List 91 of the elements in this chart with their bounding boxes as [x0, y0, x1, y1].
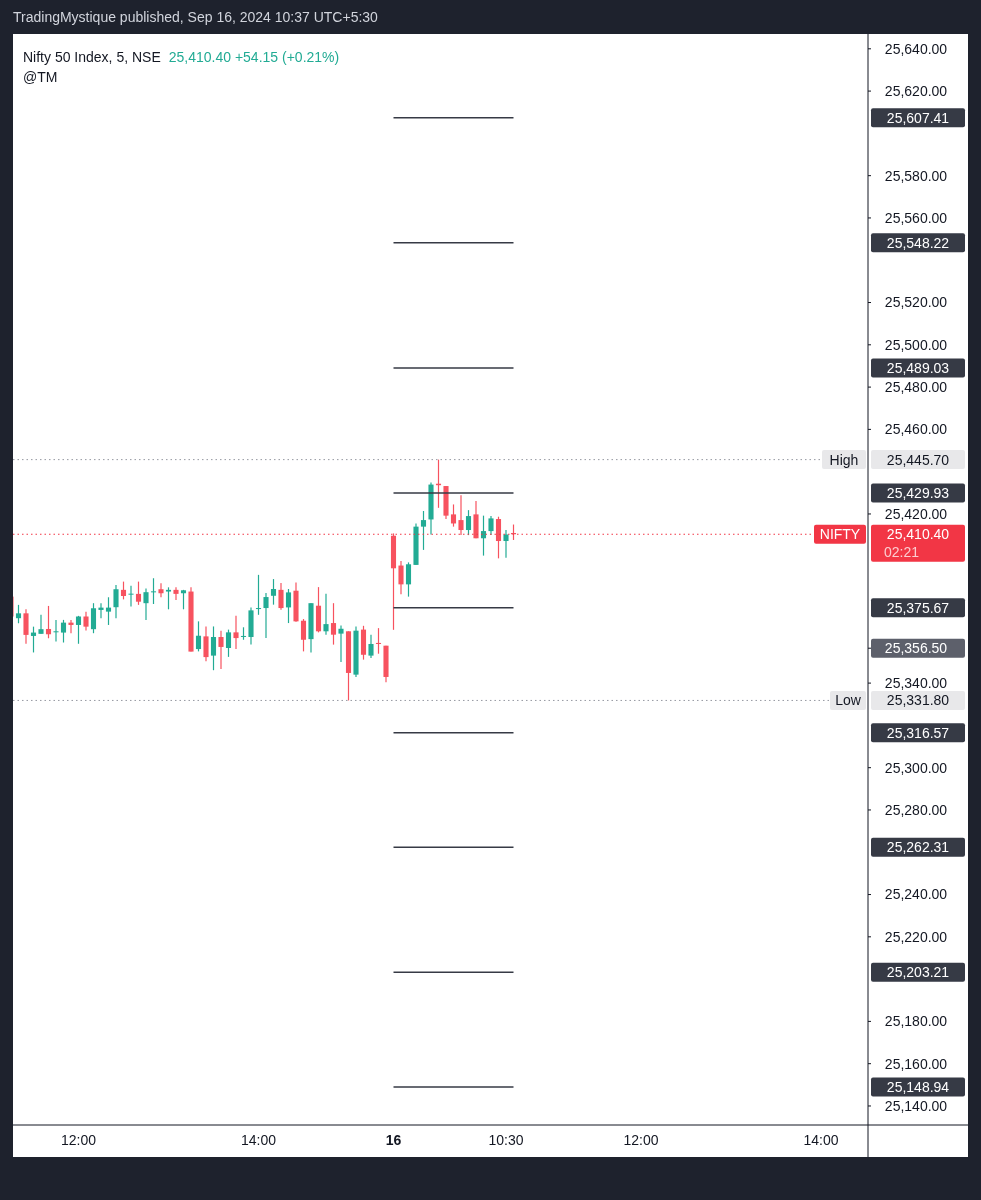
y-tick-label: 25,375.67 [886, 599, 950, 616]
candlestick [255, 574, 262, 616]
candlestick [158, 582, 164, 598]
candlestick [503, 529, 509, 559]
y-tick-label: 25,280.00 [884, 801, 948, 818]
candlestick [473, 500, 479, 539]
x-tick-label: 14:00 [803, 1132, 839, 1148]
y-tick-label: 25,140.00 [884, 1097, 948, 1114]
candlestick [143, 587, 149, 621]
y-tick-label: 25,460.00 [884, 421, 948, 438]
candlestick [398, 560, 404, 595]
candlestick [465, 509, 472, 536]
candlestick [135, 581, 142, 606]
y-tick-label: 25,500.00 [884, 336, 948, 353]
y-tick-label: 25,180.00 [884, 1013, 948, 1030]
y-tick-label: 25,420.00 [884, 505, 948, 522]
y-tick-label: 25,148.94 [886, 1078, 950, 1095]
ref-line-label: High [829, 451, 859, 468]
candlestick [105, 596, 112, 626]
candlestick [488, 515, 494, 536]
candlestick [405, 561, 412, 598]
candlestick [75, 615, 82, 645]
text: Nifty 50 Index, 5, NSE [23, 49, 161, 65]
candlestick [338, 624, 344, 663]
candlestick [233, 615, 239, 650]
y-tick-label: 25,262.31 [886, 839, 950, 856]
candlestick [263, 592, 269, 639]
candlestick [450, 503, 457, 528]
candlestick [285, 588, 292, 624]
y-tick-label: 25,580.00 [884, 167, 948, 184]
y-tick-label: 25,410.40 [886, 526, 950, 543]
y-tick-label: 25,300.00 [884, 759, 948, 776]
candlestick [150, 577, 157, 605]
ref-line-label: Low [835, 692, 862, 709]
y-tick-label: 25,520.00 [884, 294, 948, 311]
x-tick-label: 12:00 [60, 1132, 97, 1148]
y-tick-label: 25,480.00 [884, 378, 948, 395]
candlestick [218, 630, 224, 670]
y-tick-label: 25,548.22 [886, 234, 950, 251]
candlestick [375, 627, 382, 655]
candlestick [38, 614, 44, 635]
candlestick [210, 625, 217, 671]
y-tick-label: 25,316.57 [886, 724, 950, 741]
candlestick [128, 585, 134, 608]
candlestick [23, 608, 29, 645]
y-tick-label: 25,620.00 [884, 82, 948, 99]
candlestick [53, 619, 59, 643]
y-tick-label: 25,340.00 [884, 675, 948, 691]
annotation: @TM [23, 69, 58, 85]
candlestick [90, 602, 97, 634]
candlestick [225, 629, 232, 658]
candlestick [45, 605, 52, 639]
y-tick-label: 25,356.50 [884, 640, 948, 657]
candlestick [278, 582, 284, 611]
y-tick-label: 25,331.80 [886, 692, 950, 709]
candlestick [68, 619, 74, 634]
candlestick [368, 634, 374, 659]
y-tick-label: 25,203.21 [886, 964, 950, 981]
x-tick-label: 12:00 [623, 1132, 659, 1148]
ref-line-label: NIFTY [819, 526, 861, 543]
y-tick-label: 25,160.00 [884, 1055, 948, 1072]
candlestick [458, 494, 464, 536]
candlestick [15, 604, 22, 624]
y-tick-label: 25,429.93 [886, 484, 950, 501]
candlestick [300, 618, 307, 652]
candlestick [420, 510, 427, 551]
y-tick-label: 25,445.70 [886, 451, 950, 468]
candlestick [113, 584, 119, 619]
y-tick-label: 25,220.00 [884, 928, 948, 945]
x-tick-label: 14:00 [240, 1132, 277, 1148]
candlestick [323, 593, 329, 636]
candlestick [195, 620, 202, 652]
candlestick [495, 516, 502, 559]
candlestick [98, 602, 104, 619]
y-tick-label: 25,640.00 [884, 40, 948, 57]
candlestick [173, 586, 179, 601]
y-tick-label: 25,560.00 [884, 209, 948, 226]
text: 25,410.40 +54.15 (+0.21%) [168, 49, 340, 65]
text: 02:21 [884, 544, 920, 561]
x-tick-label: 16 [385, 1132, 402, 1148]
x-tick-label: 10:30 [488, 1132, 524, 1148]
candlestick [60, 619, 67, 644]
y-tick-label: 25,607.41 [886, 109, 950, 126]
candlestick [203, 625, 209, 662]
y-tick-label: 25,489.03 [886, 359, 950, 376]
candlestick [165, 586, 172, 610]
candlestick [270, 578, 277, 606]
candlestick [330, 602, 337, 646]
candlestick [83, 611, 89, 632]
text: TradingMystique published, Sep 16, 2024 10:37 UTC+5:30 [13, 9, 379, 25]
y-tick-label: 25,240.00 [884, 886, 948, 903]
